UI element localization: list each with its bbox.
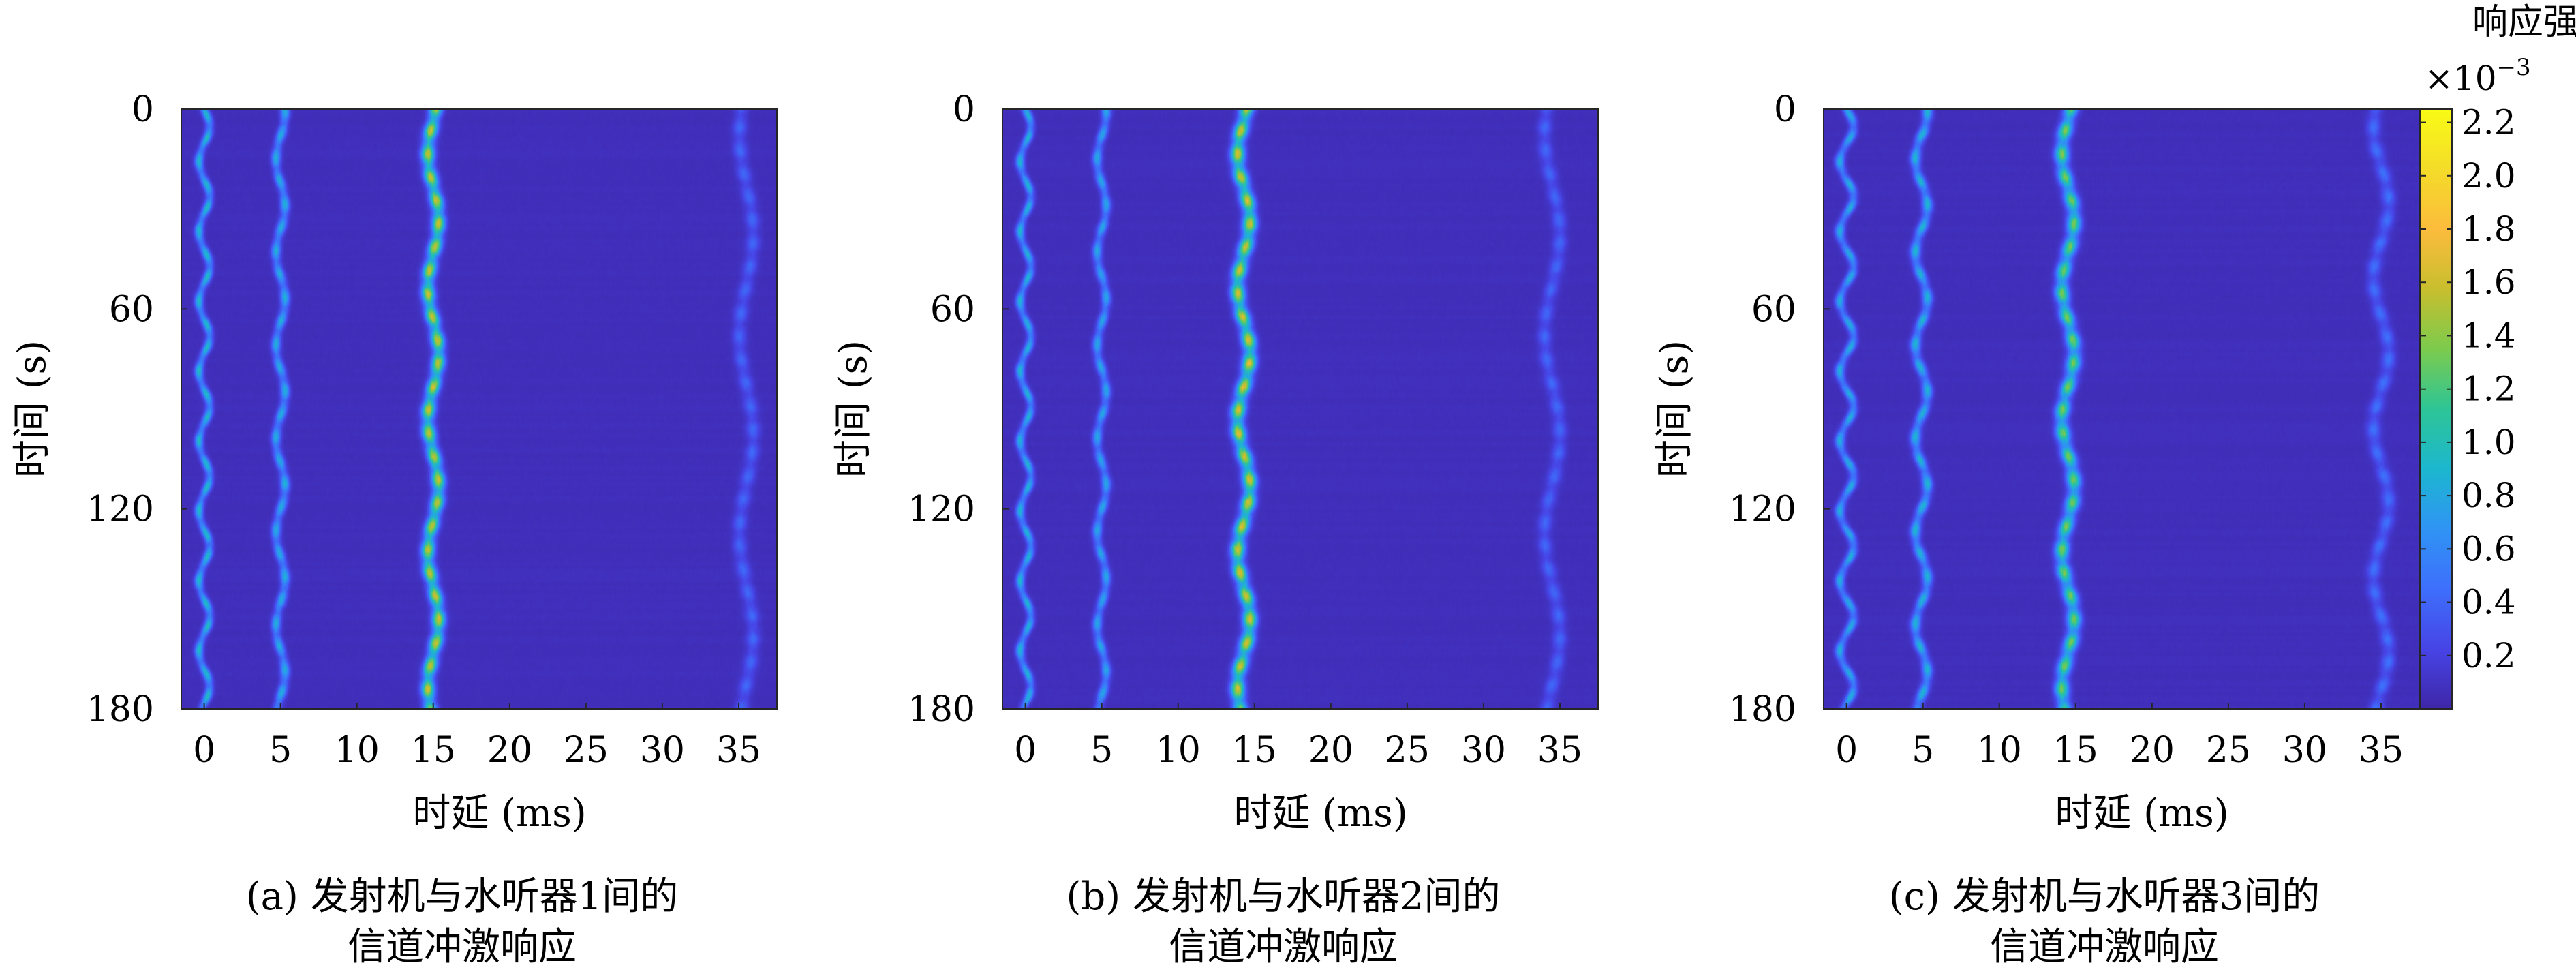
caption-line-1: (b) 发射机与水听器2间的 xyxy=(1067,874,1501,919)
y-tick-label: 0 xyxy=(132,89,154,130)
colorbar-tick-label: 0.2 xyxy=(2462,636,2516,675)
x-tick-label: 30 xyxy=(2282,730,2327,771)
caption-line-1: (c) 发射机与水听器3间的 xyxy=(1889,874,2320,919)
x-tick-label: 15 xyxy=(411,730,456,771)
x-tick-label: 20 xyxy=(487,730,532,771)
caption-line-2: 信道冲激响应 xyxy=(1169,925,1398,969)
heatmap-panel-1: 0 5 10 15 20 25 30 35 0 60 120 180 时延 (ms) 时间 (s) (a) … xyxy=(10,89,778,969)
y-tick-label: 0 xyxy=(1774,89,1796,130)
colorbar-title: 响应强度 xyxy=(2472,2,2576,43)
colorbar-tick-label: 0.6 xyxy=(2462,529,2516,568)
heatmap-image xyxy=(1824,109,2419,709)
colorbar-exponent: ×10−3 xyxy=(2425,54,2531,98)
colorbar-tick-label: 1.6 xyxy=(2462,262,2516,302)
y-tick-label: 60 xyxy=(1751,289,1796,330)
y-tick-label: 120 xyxy=(1729,489,1796,530)
plot-area-border xyxy=(1002,108,1599,710)
y-tick-label: 180 xyxy=(1729,689,1796,730)
heatmap-panel-2: 0 5 10 15 20 25 30 35 0 60 120 180 时延 (ms) 时间 (s) (b) … xyxy=(831,89,1599,969)
heatmap-image xyxy=(1002,109,1598,709)
x-axis-label: 时延 (ms) xyxy=(2055,791,2228,836)
x-tick-label: 10 xyxy=(335,730,380,771)
y-tick-label: 180 xyxy=(908,689,975,730)
y-tick-label: 60 xyxy=(930,289,975,330)
colorbar-exponent-power: −3 xyxy=(2497,54,2531,81)
x-tick-label: 5 xyxy=(1090,730,1113,771)
x-tick-label: 10 xyxy=(1977,730,2022,771)
colorbar-gradient xyxy=(2420,108,2453,710)
colorbar-tick-label: 0.8 xyxy=(2462,476,2516,515)
colorbar-tick-label: 0.4 xyxy=(2462,583,2516,622)
x-tick-label: 25 xyxy=(1385,730,1430,771)
heatmap-panel-3: 0 5 10 15 20 25 30 35 0 60 120 180 时延 (ms) 时间 (s) (c) … xyxy=(1653,89,2420,969)
x-tick-label: 30 xyxy=(640,730,685,771)
x-tick-label: 5 xyxy=(269,730,292,771)
y-tick-label: 120 xyxy=(908,489,975,530)
x-tick-label: 30 xyxy=(1461,730,1506,771)
colorbar-tick-label: 1.0 xyxy=(2462,423,2516,462)
x-tick-label: 25 xyxy=(2206,730,2251,771)
colorbar-tick-label: 1.8 xyxy=(2462,209,2516,249)
y-tick-label: 60 xyxy=(109,289,154,330)
x-tick-label: 15 xyxy=(2053,730,2098,771)
colorbar-tick-label: 2.2 xyxy=(2462,103,2516,142)
x-tick-label: 35 xyxy=(2359,730,2404,771)
x-tick-label: 25 xyxy=(564,730,609,771)
plot-area-border xyxy=(181,108,778,710)
x-tick-label: 5 xyxy=(1912,730,1934,771)
colorbar-exponent-base: ×10 xyxy=(2425,59,2497,98)
x-tick-label: 0 xyxy=(193,730,215,771)
y-axis-label: 时间 (s) xyxy=(831,340,876,478)
colorbar: 响应强度 ×10−3 0.2 0.4 0.6 0.8 1.0 1.2 1.4 1.6 1.8 2.… xyxy=(2420,2,2576,710)
x-tick-label: 35 xyxy=(1537,730,1582,771)
x-tick-label: 0 xyxy=(1014,730,1037,771)
x-tick-label: 0 xyxy=(1835,730,1858,771)
x-tick-label: 20 xyxy=(2130,730,2175,771)
heatmap-image xyxy=(181,109,777,709)
y-axis-label: 时间 (s) xyxy=(1653,340,1697,478)
colorbar-tick-label: 2.0 xyxy=(2462,156,2516,196)
y-tick-label: 180 xyxy=(87,689,154,730)
x-axis-label: 时延 (ms) xyxy=(412,791,586,836)
x-tick-label: 10 xyxy=(1156,730,1201,771)
plot-area-border xyxy=(1823,108,2420,710)
y-tick-label: 120 xyxy=(87,489,154,530)
caption-line-2: 信道冲激响应 xyxy=(348,925,577,969)
caption-line-1: (a) 发射机与水听器1间的 xyxy=(246,874,679,919)
y-axis-label: 时间 (s) xyxy=(10,340,55,478)
colorbar-tick-label: 1.2 xyxy=(2462,369,2516,409)
caption-line-2: 信道冲激响应 xyxy=(1990,925,2219,969)
x-axis-label: 时延 (ms) xyxy=(1233,791,1407,836)
x-tick-label: 15 xyxy=(1232,730,1277,771)
x-tick-label: 35 xyxy=(716,730,761,771)
y-tick-label: 0 xyxy=(953,89,975,130)
x-tick-label: 20 xyxy=(1308,730,1353,771)
colorbar-tick-label: 1.4 xyxy=(2462,316,2516,355)
